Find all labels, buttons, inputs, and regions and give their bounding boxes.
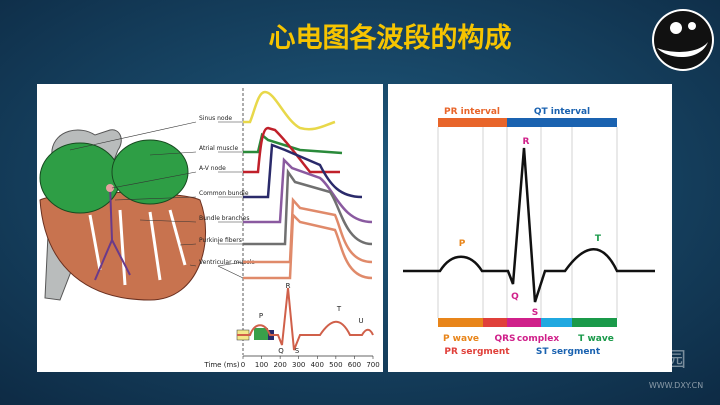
segment-label: QRS <box>494 334 515 344</box>
tick-label: 200 <box>273 361 286 369</box>
peak-label: P <box>459 239 466 249</box>
tick-label: 300 <box>292 361 305 369</box>
tick-label: 700 <box>366 361 379 369</box>
pr-bar <box>438 118 507 127</box>
ecg-trace <box>403 147 655 303</box>
qt-bar <box>507 118 617 127</box>
tick-label: 500 <box>329 361 342 369</box>
segment-label: T wave <box>578 334 614 344</box>
label: Ventricular muscle <box>199 259 255 266</box>
mini-ecg <box>236 287 374 351</box>
segment-label: P wave <box>443 334 479 344</box>
peak-label: S <box>532 308 538 318</box>
axis-title: Time (ms) <box>203 361 240 369</box>
segment-label: ST sergment <box>536 347 601 357</box>
segment-label: complex <box>517 334 560 344</box>
right-panel: PR interval QT interval R P T Q S P wave… <box>388 84 672 372</box>
watermark-brand: 丁香园 <box>626 347 686 371</box>
wave-label: U <box>358 317 363 325</box>
leader-lines <box>69 121 244 279</box>
tick-label: 100 <box>255 361 268 369</box>
label: Common bundle <box>199 190 249 197</box>
segment-label: PR sergment <box>444 347 510 357</box>
logo <box>652 9 714 71</box>
ticks: 0 100 200 300 400 500 600 700 <box>241 356 380 369</box>
wave-label: S <box>295 347 300 355</box>
tick-label: 400 <box>311 361 324 369</box>
peak-label: Q <box>511 292 519 302</box>
label: A-V node <box>199 165 226 172</box>
label: Atrial muscle <box>199 145 238 152</box>
wave-label: Q <box>278 347 284 355</box>
action-potentials <box>243 90 373 280</box>
wave-label: P <box>259 312 263 320</box>
peak-label: T <box>595 234 602 244</box>
interval-label: QT interval <box>534 107 590 117</box>
title: 心电图各波段的构成 <box>269 22 512 54</box>
tick-label: 600 <box>348 361 361 369</box>
segment-bar <box>438 318 617 327</box>
heart <box>39 129 207 301</box>
wave-label: R <box>286 282 291 290</box>
label: Bundle branches <box>199 215 249 222</box>
label: Purkinje fibers <box>199 237 242 244</box>
watermark-url: WWW.DXY.CN <box>649 381 703 390</box>
interval-label: PR interval <box>444 107 500 117</box>
wave-label: T <box>336 305 342 313</box>
label: Sinus node <box>199 115 232 122</box>
peak-label: R <box>523 137 530 147</box>
tick-label: 0 <box>241 361 245 369</box>
left-panel: Sinus node Atrial muscle A-V node Common… <box>37 84 383 372</box>
